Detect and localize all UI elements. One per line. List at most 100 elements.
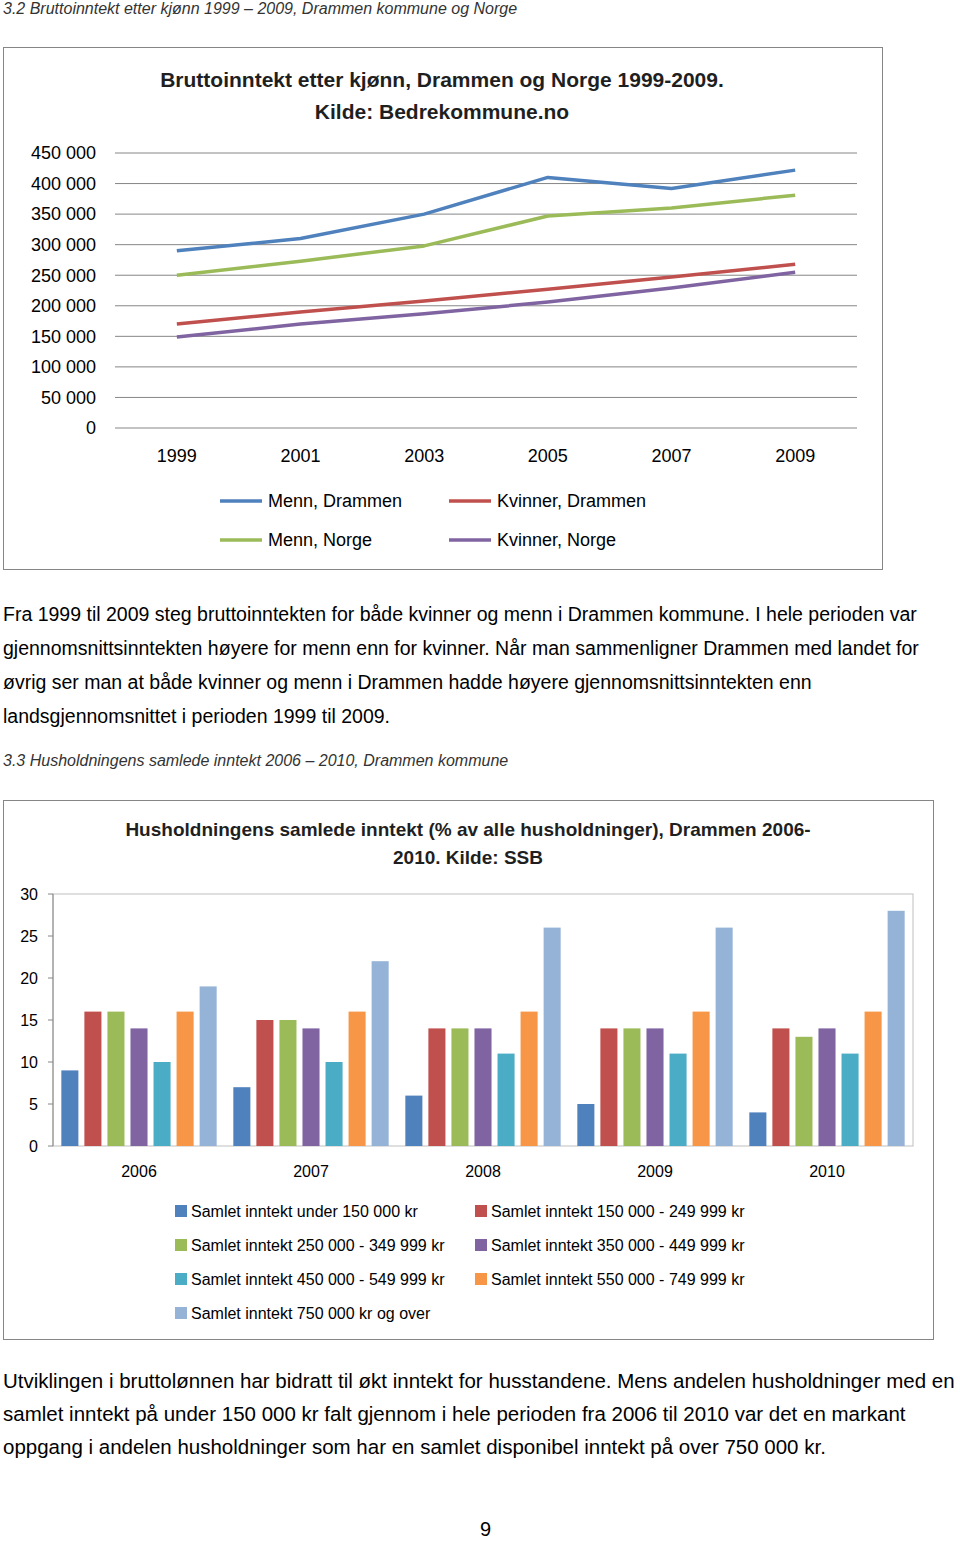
chart: Bruttoinntekt etter kjønn, Drammen og No… — [3, 47, 883, 570]
y-tick-label: 400 000 — [31, 174, 96, 194]
legend-swatch — [475, 1273, 487, 1285]
grid-line — [115, 153, 857, 154]
bar — [177, 1012, 194, 1146]
bar — [600, 1028, 617, 1146]
legend-swatch — [220, 499, 262, 503]
legend-swatch — [449, 499, 491, 503]
x-tick-label: 2007 — [651, 446, 691, 466]
legend-label: Kvinner, Drammen — [497, 491, 646, 511]
y-tick-label: 20 — [20, 970, 38, 987]
y-tick-label: 50 000 — [41, 388, 96, 408]
heading: 3.2 Bruttoinntekt etter kjønn 1999 – 200… — [3, 0, 517, 18]
chart-title: Husholdningens samlede inntekt (% av all… — [125, 819, 810, 840]
legend-swatch — [175, 1307, 187, 1319]
plot-frame — [53, 894, 913, 1146]
y-tick-label: 0 — [86, 418, 96, 438]
tick-mark — [48, 894, 53, 895]
legend-label: Samlet inntekt under 150 000 kr — [191, 1203, 418, 1220]
bar — [716, 928, 733, 1146]
x-tick-label: 2005 — [528, 446, 568, 466]
legend-label: Samlet inntekt 550 000 - 749 999 kr — [491, 1271, 745, 1288]
bar — [154, 1062, 171, 1146]
bar — [623, 1028, 640, 1146]
grid-line — [115, 366, 857, 367]
bar — [670, 1054, 687, 1146]
tick-mark — [48, 1062, 53, 1063]
y-tick-label: 150 000 — [31, 327, 96, 347]
heading: 3.3 Husholdningens samlede inntekt 2006 … — [3, 752, 508, 770]
legend-swatch — [175, 1239, 187, 1251]
legend-swatch — [175, 1273, 187, 1285]
tick-mark — [48, 978, 53, 979]
paragraph: Fra 1999 til 2009 steg bruttoinntekten f… — [3, 597, 933, 733]
bar — [646, 1028, 663, 1146]
bar — [349, 1012, 366, 1146]
legend-swatch — [449, 538, 491, 542]
y-tick-label: 30 — [20, 886, 38, 903]
bar — [749, 1112, 766, 1146]
bar — [865, 1012, 882, 1146]
bar — [544, 928, 561, 1146]
chart-frame — [4, 801, 934, 1340]
legend-label: Menn, Norge — [268, 530, 372, 550]
legend-label: Samlet inntekt 150 000 - 249 999 kr — [491, 1203, 745, 1220]
bar — [233, 1087, 250, 1146]
paragraph: Utviklingen i bruttolønnen har bidratt t… — [3, 1364, 959, 1463]
x-tick-label: 2003 — [404, 446, 444, 466]
bar — [372, 961, 389, 1146]
tick-mark — [48, 936, 53, 937]
chart-title: Bruttoinntekt etter kjønn, Drammen og No… — [160, 68, 724, 91]
bar — [474, 1028, 491, 1146]
bar — [451, 1028, 468, 1146]
bar — [200, 986, 217, 1146]
bar — [107, 1012, 124, 1146]
x-tick-label: 1999 — [157, 446, 197, 466]
bar — [818, 1028, 835, 1146]
x-tick-label: 2008 — [465, 1163, 501, 1180]
tick-mark — [48, 1104, 53, 1105]
legend-swatch — [475, 1239, 487, 1251]
legend-swatch — [220, 538, 262, 542]
y-tick-label: 350 000 — [31, 204, 96, 224]
bar — [888, 911, 905, 1146]
y-tick-label: 5 — [29, 1096, 38, 1113]
y-tick-label: 100 000 — [31, 357, 96, 377]
bar — [326, 1062, 343, 1146]
y-tick-label: 0 — [29, 1138, 38, 1155]
chart-subtitle: Kilde: Bedrekommune.no — [315, 100, 569, 123]
line-series — [177, 195, 795, 275]
bar — [693, 1012, 710, 1146]
line-series — [177, 170, 795, 251]
y-tick-label: 10 — [20, 1054, 38, 1071]
marks — [177, 170, 795, 337]
grid-line — [115, 305, 857, 306]
bar — [772, 1028, 789, 1146]
bar — [130, 1028, 147, 1146]
x-tick-label: 2010 — [809, 1163, 845, 1180]
bar — [428, 1028, 445, 1146]
x-tick-label: 2006 — [121, 1163, 157, 1180]
bar — [256, 1020, 273, 1146]
legend-label: Samlet inntekt 350 000 - 449 999 kr — [491, 1237, 745, 1254]
y-axis — [53, 894, 54, 1146]
y-tick-label: 200 000 — [31, 296, 96, 316]
tick-mark — [48, 1146, 53, 1147]
x-tick-label: 2007 — [293, 1163, 329, 1180]
grid-line — [115, 275, 857, 276]
grid-line — [115, 397, 857, 398]
legend-swatch — [475, 1205, 487, 1217]
y-tick-label: 15 — [20, 1012, 38, 1029]
line-series — [177, 264, 795, 324]
grid-line — [115, 183, 857, 184]
marks — [61, 911, 904, 1146]
bar — [842, 1054, 859, 1146]
bar — [498, 1054, 515, 1146]
bar — [61, 1070, 78, 1146]
y-tick-label: 450 000 — [31, 143, 96, 163]
legend-label: Samlet inntekt 450 000 - 549 999 kr — [191, 1271, 445, 1288]
legend-label: Samlet inntekt 750 000 kr og over — [191, 1305, 431, 1322]
legend-label: Samlet inntekt 250 000 - 349 999 kr — [191, 1237, 445, 1254]
chart: Husholdningens samlede inntekt (% av all… — [3, 800, 934, 1340]
bar — [279, 1020, 296, 1146]
grid-line — [115, 214, 857, 215]
